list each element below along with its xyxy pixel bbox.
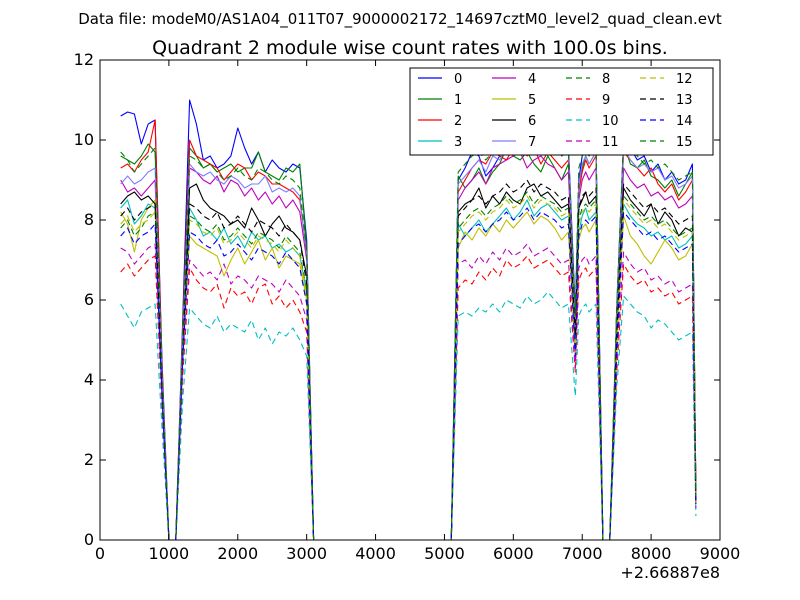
x-tick-label: 1000 (149, 544, 190, 563)
legend-label-8: 8 (602, 72, 610, 87)
x-tick-label: 6000 (493, 544, 534, 563)
axis-ticks: 0 1000 2000 3000 4000 5000 6000 7000 8000 9000 0 2 4… (74, 50, 741, 563)
series-line-6 (120, 183, 697, 540)
series-line-12 (120, 195, 697, 540)
y-tick-label: 6 (84, 290, 94, 309)
legend-label-6: 6 (528, 114, 536, 129)
chart-title: Quadrant 2 module wise count rates with … (152, 37, 668, 59)
series-line-5 (120, 199, 697, 540)
x-tick-label: 9000 (700, 544, 741, 563)
x-offset-label: +2.66887e8 (620, 563, 720, 582)
series-line-14 (120, 207, 697, 540)
x-tick-label: 8000 (631, 544, 672, 563)
legend-label-11: 11 (602, 135, 619, 150)
legend-label-3: 3 (454, 135, 462, 150)
series-line-11 (120, 243, 697, 540)
series-line-8 (120, 191, 697, 540)
figure-suptitle: Data file: modeM0/AS1A04_011T07_90000021… (78, 10, 722, 29)
legend-label-15: 15 (676, 135, 693, 150)
y-tick-label: 4 (84, 370, 94, 389)
series-line-1 (120, 143, 697, 540)
y-tick-label: 8 (84, 210, 94, 229)
x-tick-label: 7000 (562, 544, 603, 563)
plot-series (120, 99, 697, 540)
legend-label-0: 0 (454, 72, 462, 87)
x-tick-label: 5000 (424, 544, 465, 563)
series-line-13 (120, 179, 697, 540)
legend-label-10: 10 (602, 114, 619, 129)
series-line-2 (120, 119, 697, 540)
plot-frame (99, 59, 721, 541)
x-tick-label: 4000 (355, 544, 396, 563)
legend-label-7: 7 (528, 135, 536, 150)
series-line-9 (120, 255, 697, 540)
x-tick-label: 3000 (286, 544, 327, 563)
legend-label-1: 1 (454, 93, 462, 108)
y-tick-label: 0 (84, 530, 94, 549)
x-tick-label: 0 (95, 544, 105, 563)
x-tick-label: 2000 (217, 544, 258, 563)
legend-label-2: 2 (454, 114, 462, 129)
legend-label-12: 12 (676, 72, 693, 87)
series-line-10 (120, 291, 697, 540)
legend-label-9: 9 (602, 93, 610, 108)
legend-label-14: 14 (676, 114, 693, 129)
legend-label-4: 4 (528, 72, 536, 87)
legend-label-13: 13 (676, 93, 693, 108)
series-line-3 (120, 199, 697, 540)
legend-label-5: 5 (528, 93, 536, 108)
y-tick-label: 2 (84, 450, 94, 469)
series-line-4 (120, 151, 697, 540)
y-tick-label: 10 (74, 130, 94, 149)
series-line-15 (120, 135, 697, 540)
y-tick-label: 12 (74, 50, 94, 69)
series-line-7 (120, 119, 697, 540)
